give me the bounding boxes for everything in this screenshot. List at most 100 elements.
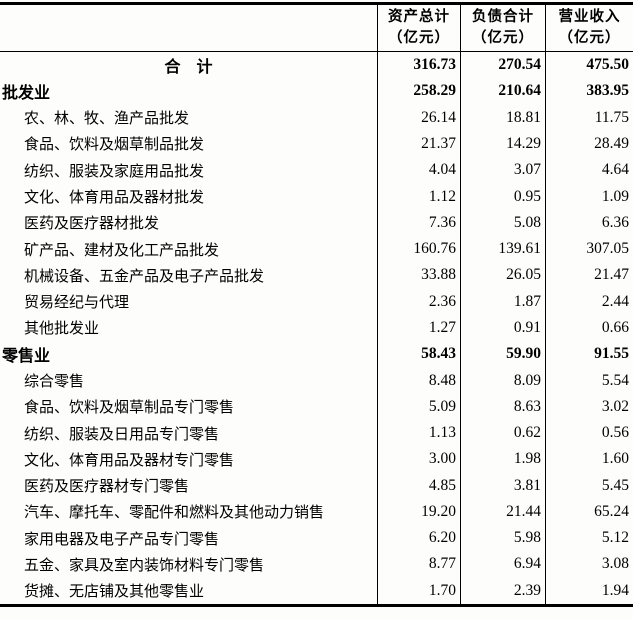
- cell-revenue: 307.05: [545, 235, 633, 263]
- cell-assets: 4.04: [377, 157, 460, 184]
- cell-revenue: 3.02: [545, 393, 633, 420]
- cell-liabilities: 3.07: [460, 157, 545, 184]
- table-row: 纺织、服装及家庭用品批发 4.04 3.07 4.64: [0, 157, 633, 184]
- cell-assets: 1.70: [377, 577, 460, 604]
- column-title: 营业收入: [558, 8, 621, 25]
- cell-revenue: 1.09: [545, 183, 633, 210]
- cell-assets: 21.37: [377, 130, 460, 158]
- cell-revenue: 0.66: [545, 314, 633, 342]
- row-label: 货摊、无店铺及其他零售业: [24, 583, 205, 601]
- table-row: 其他批发业 1.27 0.91 0.66: [0, 314, 633, 342]
- cell-assets: 2.36: [377, 288, 460, 315]
- column-unit: （亿元）: [558, 30, 621, 46]
- table-row: 家用电器及电子产品专门零售 6.20 5.98 5.12: [0, 525, 633, 552]
- column-unit: （亿元）: [472, 30, 534, 46]
- cell-revenue: 3.08: [545, 551, 633, 578]
- row-label: 医药及医疗器材专门零售: [24, 478, 190, 496]
- cell-assets: 1.13: [377, 419, 460, 447]
- row-label: 汽车、摩托车、零配件和燃料及其他动力销售: [24, 504, 325, 522]
- table-row: 医药及医疗器材批发 7.36 5.08 6.36: [0, 209, 633, 236]
- row-label: 综合零售: [24, 373, 85, 391]
- cell-liabilities: 21.44: [460, 498, 545, 526]
- table-row: 医药及医疗器材专门零售 4.85 3.81 5.45: [0, 472, 633, 499]
- cell-revenue: 65.24: [545, 498, 633, 526]
- table-header-row: 资产总计 （亿元） 负债合计 （亿元） 营业收入 （亿元）: [0, 2, 633, 52]
- cell-revenue: 91.55: [545, 341, 633, 368]
- cell-liabilities: 26.05: [460, 262, 545, 289]
- table-row: 文化、体育用品及器材批发 1.12 0.95 1.09: [0, 183, 633, 210]
- cell-liabilities: 18.81: [460, 104, 545, 131]
- cell-assets: 258.29: [377, 78, 460, 105]
- cell-revenue: 0.56: [545, 419, 633, 447]
- table-row: 机械设备、五金产品及电子产品批发 33.88 26.05 21.47: [0, 262, 633, 289]
- column-header-operating-revenue: 营业收入 （亿元）: [545, 5, 633, 51]
- cell-revenue: 383.95: [545, 78, 633, 105]
- table-row: 文化、体育用品及器材专门零售 3.00 1.98 1.60: [0, 446, 633, 473]
- cell-revenue: 21.47: [545, 262, 633, 289]
- cell-assets: 8.48: [377, 367, 460, 394]
- row-label: 零售业: [2, 348, 51, 366]
- cell-liabilities: 5.98: [460, 525, 545, 552]
- row-label: 文化、体育用品及器材批发: [24, 189, 205, 207]
- cell-revenue: 5.12: [545, 525, 633, 552]
- cell-liabilities: 6.94: [460, 551, 545, 578]
- row-label: 合 计: [164, 59, 213, 77]
- row-label: 机械设备、五金产品及电子产品批发: [24, 267, 265, 285]
- row-label: 农、林、牧、渔产品批发: [24, 110, 190, 128]
- column-title: 负债合计: [472, 8, 534, 25]
- cell-assets: 7.36: [377, 209, 460, 236]
- cell-liabilities: 3.81: [460, 472, 545, 499]
- header-label-spacer: [0, 5, 377, 51]
- row-label: 批发业: [2, 85, 51, 103]
- cell-liabilities: 8.63: [460, 393, 545, 420]
- table-row: 综合零售 8.48 8.09 5.54: [0, 367, 633, 394]
- cell-liabilities: 0.62: [460, 419, 545, 447]
- row-label: 医药及医疗器材批发: [24, 215, 160, 233]
- column-unit: （亿元）: [388, 30, 450, 46]
- column-title: 资产总计: [388, 8, 450, 25]
- table-row-total: 合 计 316.73 270.54 475.50: [0, 52, 633, 79]
- cell-assets: 160.76: [377, 235, 460, 263]
- table-row: 食品、饮料及烟草制品批发 21.37 14.29 28.49: [0, 130, 633, 158]
- cell-assets: 58.43: [377, 341, 460, 368]
- cell-revenue: 28.49: [545, 130, 633, 158]
- table-row: 贸易经纪与代理 2.36 1.87 2.44: [0, 288, 633, 315]
- table-row-wholesale-group: 批发业 258.29 210.64 383.95: [0, 78, 633, 105]
- cell-assets: 316.73: [377, 52, 460, 79]
- row-label: 文化、体育用品及器材专门零售: [24, 451, 235, 469]
- cell-liabilities: 0.95: [460, 183, 545, 210]
- cell-revenue: 4.64: [545, 157, 633, 184]
- cell-liabilities: 1.98: [460, 446, 545, 473]
- cell-revenue: 6.36: [545, 209, 633, 236]
- row-label: 食品、饮料及烟草制品专门零售: [24, 399, 235, 417]
- row-label: 纺织、服装及日用品专门零售: [24, 425, 220, 443]
- cell-liabilities: 8.09: [460, 367, 545, 394]
- table-row: 汽车、摩托车、零配件和燃料及其他动力销售 19.20 21.44 65.24: [0, 498, 633, 526]
- row-label: 纺织、服装及家庭用品批发: [24, 162, 205, 180]
- table-row-retail-group: 零售业 58.43 59.90 91.55: [0, 341, 633, 368]
- table-row: 农、林、牧、渔产品批发 26.14 18.81 11.75: [0, 104, 633, 131]
- table-body: 合 计 316.73 270.54 475.50 批发业 258.29 210.…: [0, 52, 633, 607]
- row-label: 贸易经纪与代理: [24, 294, 130, 312]
- cell-assets: 3.00: [377, 446, 460, 473]
- row-label: 矿产品、建材及化工产品批发: [24, 241, 220, 259]
- cell-revenue: 5.54: [545, 367, 633, 394]
- cell-assets: 1.27: [377, 314, 460, 342]
- cell-revenue: 5.45: [545, 472, 633, 499]
- row-label: 食品、饮料及烟草制品批发: [24, 136, 205, 154]
- cell-assets: 1.12: [377, 183, 460, 210]
- cell-liabilities: 59.90: [460, 341, 545, 368]
- row-label: 家用电器及电子产品专门零售: [24, 530, 220, 548]
- cell-liabilities: 1.87: [460, 288, 545, 315]
- cell-revenue: 1.94: [545, 577, 633, 604]
- cell-liabilities: 139.61: [460, 235, 545, 263]
- table-row: 货摊、无店铺及其他零售业 1.70 2.39 1.94: [0, 577, 633, 604]
- cell-assets: 33.88: [377, 262, 460, 289]
- cell-liabilities: 5.08: [460, 209, 545, 236]
- cell-liabilities: 0.91: [460, 314, 545, 342]
- table-row: 五金、家具及室内装饰材料专门零售 8.77 6.94 3.08: [0, 551, 633, 578]
- cell-revenue: 475.50: [545, 52, 633, 79]
- cell-liabilities: 14.29: [460, 130, 545, 158]
- table-row: 食品、饮料及烟草制品专门零售 5.09 8.63 3.02: [0, 393, 633, 420]
